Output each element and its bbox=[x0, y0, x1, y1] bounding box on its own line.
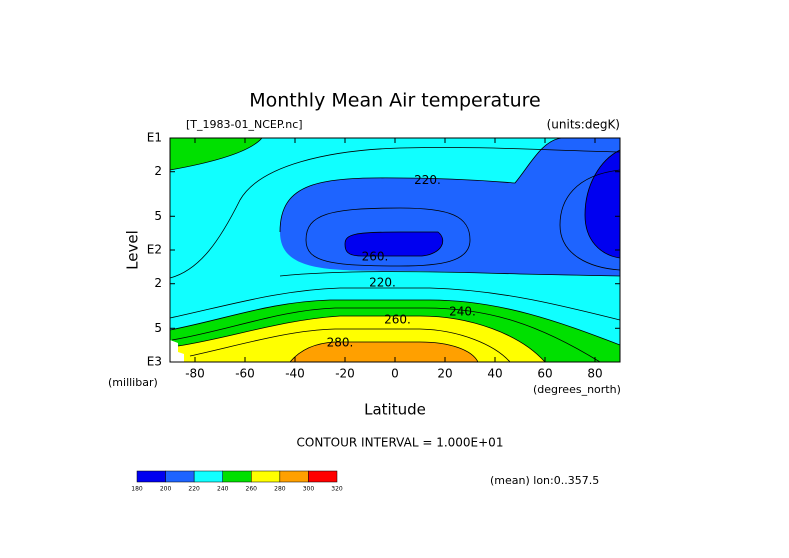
colorbar-swatch bbox=[136, 470, 166, 483]
y-tick-label: 5 bbox=[154, 321, 162, 335]
y-tick-label: E3 bbox=[147, 355, 162, 369]
contour-area bbox=[170, 138, 620, 362]
colorbar-label: 220 bbox=[188, 486, 200, 493]
contour-fill bbox=[170, 138, 262, 170]
x-tick-label: 80 bbox=[587, 367, 602, 381]
colorbar-swatch bbox=[222, 470, 252, 483]
mean-label: (mean) lon:0..357.5 bbox=[490, 474, 599, 487]
units-label: (units:degK) bbox=[547, 118, 620, 132]
y-tick-label: 2 bbox=[154, 164, 162, 178]
y-tick-label: 2 bbox=[154, 276, 162, 290]
colorbar-label: 320 bbox=[331, 486, 343, 493]
y-tick-label: E1 bbox=[147, 131, 162, 145]
x-axis-title: Latitude bbox=[364, 401, 426, 419]
colorbar-label: 260 bbox=[246, 486, 258, 493]
contour-label: 280. bbox=[327, 336, 354, 350]
interval-label: CONTOUR INTERVAL = 1.000E+01 bbox=[297, 436, 504, 450]
colorbar-swatch bbox=[308, 470, 338, 483]
contour-lines bbox=[170, 138, 620, 362]
contour-label: 260. bbox=[384, 313, 411, 327]
colorbar-label: 240 bbox=[217, 486, 229, 493]
x-tick-label: -60 bbox=[235, 367, 255, 381]
contour-label: 260. bbox=[362, 249, 389, 263]
contour-label: 220. bbox=[414, 173, 441, 187]
contour-fill bbox=[345, 232, 443, 256]
y-unit-label: (millibar) bbox=[108, 376, 158, 389]
file-label: [T_1983-01_NCEP.nc] bbox=[186, 118, 303, 131]
x-tick-label: -20 bbox=[335, 367, 355, 381]
x-tick-label: 60 bbox=[537, 367, 552, 381]
colorbar-swatch bbox=[279, 470, 309, 483]
contour-fill bbox=[290, 342, 478, 362]
colorbar-label: 200 bbox=[160, 486, 172, 493]
x-unit-label: (degrees_north) bbox=[533, 383, 621, 396]
contour-label: 240. bbox=[449, 305, 476, 319]
colorbar-swatch bbox=[193, 470, 223, 483]
colorbar-label: 180 bbox=[131, 486, 143, 493]
colorbar-swatch bbox=[165, 470, 195, 483]
x-tick-label: -80 bbox=[185, 367, 205, 381]
x-tick-label: 20 bbox=[437, 367, 452, 381]
contour-label: 220. bbox=[369, 275, 396, 289]
colorbar-label: 300 bbox=[303, 486, 315, 493]
y-tick-label: 5 bbox=[154, 209, 162, 223]
x-tick-label: 0 bbox=[391, 367, 399, 381]
y-tick-label: E2 bbox=[147, 243, 162, 257]
contour-fill bbox=[585, 150, 620, 258]
x-tick-label: -40 bbox=[285, 367, 305, 381]
colorbar-label: 280 bbox=[274, 486, 286, 493]
x-tick-label: 40 bbox=[487, 367, 502, 381]
chart-title: Monthly Mean Air temperature bbox=[249, 90, 540, 112]
y-axis-title: Level bbox=[124, 230, 142, 270]
colorbar-swatch bbox=[251, 470, 281, 483]
missing-area bbox=[170, 340, 184, 362]
